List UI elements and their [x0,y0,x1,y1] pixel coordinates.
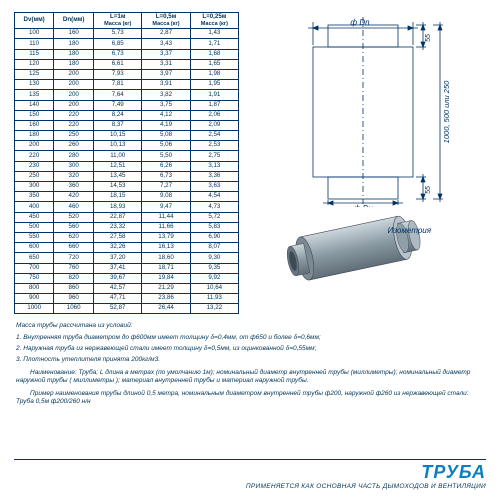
page-title: ТРУБА [246,462,486,483]
col-l05: L=0,5мМасса (кг) [142,13,190,29]
svg-text:55: 55 [425,186,432,194]
table-row: 65072037,2018,609,30 [15,253,239,263]
note-3: 3. Плотность утеплителя принята 200кг/м3… [16,356,484,364]
divider [14,459,486,460]
table-row: 1302007,813,911,95 [15,80,239,90]
table-row: 60066032,2616,138,07 [15,243,239,253]
table-row: 20026010,135,062,53 [15,141,239,151]
note-1: 1. Внутренняя труба диаметром до ф600мм … [16,334,484,342]
col-dv: Dv(мм) [15,13,54,29]
note-desc: Наименование: Труба; L длина в метрах (п… [16,369,484,385]
schematic-drawing: ф Dn ф Dv 1000, 500 или 250 55 55 [268,12,468,207]
table-row: 75082039,6719,849,92 [15,273,239,283]
table-row: 1602208,374,192,09 [15,120,239,130]
table-row: 35042018,159,084,54 [15,192,239,202]
note-2: 2. Наружная труба из нержавеющей стали и… [16,345,484,353]
table-row: 80086042,5721,2910,64 [15,283,239,293]
title-block: ТРУБА ПРИМЕНЯЕТСЯ КАК ОСНОВНАЯ ЧАСТЬ ДЫМ… [246,462,486,490]
table-row: 1000106052,8726,4413,22 [15,304,239,314]
table-row: 22028011,005,502,75 [15,151,239,161]
table-row: 1151806,733,371,68 [15,49,239,59]
notes-block: Масса трубы рассчитана из условий: 1. Вн… [14,322,486,406]
table-row: 90096047,7123,8611,93 [15,294,239,304]
table-row: 18025010,155,082,54 [15,131,239,141]
table-row: 1402007,493,751,87 [15,100,239,110]
svg-text:ф Dn: ф Dn [350,18,370,27]
table-row: 25032013,456,733,36 [15,171,239,181]
table-row: 1502208,244,122,06 [15,110,239,120]
table-row: 1252007,933,971,98 [15,69,239,79]
spec-table: Dv(мм) Dn(мм) L=1мМасса (кг) L=0,5мМасса… [14,12,239,314]
table-row: 40046018,939,474,73 [15,202,239,212]
table-row: 30036014,537,273,63 [15,182,239,192]
isometric-drawing: Изометрия [283,213,453,308]
svg-text:1000, 500 или 250: 1000, 500 или 250 [442,80,451,143]
notes-intro: Масса трубы рассчитана из условий: [16,322,484,330]
table-row: 23030012,516,263,13 [15,161,239,171]
svg-text:Изометрия: Изометрия [387,226,431,235]
table-row: 1201806,613,311,65 [15,59,239,69]
table-row: 1352007,643,821,91 [15,90,239,100]
table-row: 1001605,732,871,43 [15,29,239,39]
table-row: 45052022,8711,445,72 [15,212,239,222]
table-row: 1101806,853,431,71 [15,39,239,49]
col-l025: L=0,25мМасса (кг) [190,13,238,29]
page-subtitle: ПРИМЕНЯЕТСЯ КАК ОСНОВНАЯ ЧАСТЬ ДЫМОХОДОВ… [246,483,486,490]
note-example: Пример наименования трубы длиной 0,5 мет… [16,390,484,406]
svg-text:ф Dv: ф Dv [353,204,373,207]
table-row: 70076037,4118,719,35 [15,263,239,273]
col-dn: Dn(мм) [54,13,94,29]
table-row: 55062027,5813,796,90 [15,232,239,242]
table-row: 50056023,3211,665,83 [15,222,239,232]
col-l1: L=1мМасса (кг) [94,13,142,29]
svg-text:55: 55 [425,34,432,42]
